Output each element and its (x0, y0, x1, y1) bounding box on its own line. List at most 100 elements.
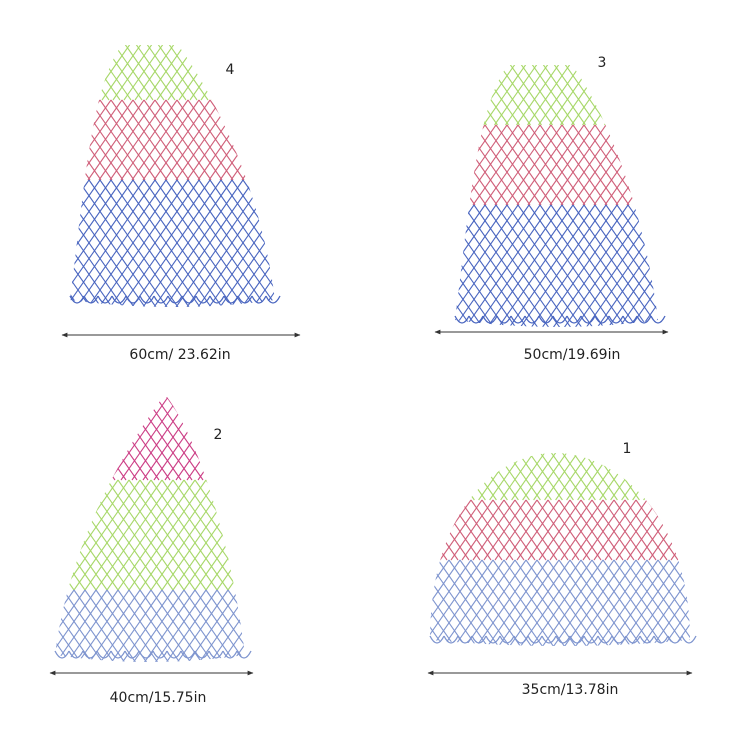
mesh-line (558, 453, 596, 501)
loop (153, 295, 169, 304)
net-size: 50cm/19.69in (524, 347, 621, 363)
loop (513, 635, 529, 644)
mesh-line (505, 65, 552, 126)
mesh-line (76, 589, 130, 662)
loop (97, 295, 113, 304)
mesh-line (175, 589, 229, 662)
mesh-line (70, 179, 156, 307)
mesh-line (206, 179, 275, 307)
mesh-line (558, 499, 602, 561)
mesh-line (455, 204, 485, 327)
mesh-line (525, 559, 590, 646)
mesh-line (500, 453, 538, 501)
mesh-line (95, 479, 174, 591)
mesh-line (173, 179, 266, 307)
loop (538, 315, 554, 324)
mesh-line (230, 589, 245, 662)
mesh-line (451, 559, 516, 646)
mesh-line (430, 559, 450, 646)
mesh-line (571, 499, 615, 561)
mesh-line (123, 45, 167, 101)
loop (209, 295, 225, 304)
mesh-line (539, 124, 597, 206)
mesh-line (560, 124, 618, 206)
mesh-line (536, 453, 574, 501)
mesh-line (494, 124, 552, 206)
loop (82, 650, 98, 659)
mesh-line (87, 99, 145, 181)
loop (625, 635, 641, 644)
mesh-line (455, 204, 497, 327)
loop (667, 635, 683, 644)
mesh-line (250, 179, 275, 307)
mesh-line (461, 124, 519, 206)
mesh-line (88, 99, 146, 181)
mesh-line (165, 99, 223, 181)
mesh-line (70, 179, 126, 307)
mesh-line (538, 499, 582, 561)
mesh-line (99, 179, 192, 307)
mesh-line (605, 559, 670, 646)
mesh-line (131, 99, 189, 181)
loop (566, 315, 582, 324)
mesh-line (591, 559, 656, 646)
loop (139, 295, 155, 304)
mesh-line (617, 204, 658, 327)
mesh-line (217, 179, 275, 307)
loop (653, 635, 669, 644)
mesh-line (227, 589, 245, 662)
mesh-line (616, 559, 681, 646)
mesh-line (70, 179, 115, 307)
mesh-line (505, 124, 563, 206)
mesh-line (132, 99, 190, 181)
mesh-line (569, 499, 613, 561)
mesh-line (176, 179, 269, 307)
mesh-line (516, 65, 563, 126)
mesh-line (646, 559, 690, 646)
mesh-line (462, 559, 527, 646)
mesh-line (561, 65, 608, 126)
mesh-line (143, 179, 236, 307)
mesh-line (472, 499, 516, 561)
mesh-line (580, 559, 645, 646)
mesh-line (483, 499, 527, 561)
loop (468, 315, 484, 324)
mesh-line (473, 559, 538, 646)
mesh-line (430, 559, 480, 646)
mesh-line (455, 204, 496, 327)
mesh-line (533, 453, 571, 501)
mesh-line (516, 499, 560, 561)
loop (54, 650, 70, 659)
mesh-line (569, 453, 607, 501)
mesh-line (55, 589, 75, 662)
mesh-line (527, 65, 574, 126)
mesh-line (154, 45, 198, 101)
mesh-line (88, 179, 181, 307)
net-loops (454, 315, 666, 324)
loop (96, 650, 112, 659)
mesh-line (101, 45, 145, 101)
loop (527, 635, 543, 644)
loop (124, 650, 140, 659)
mesh-line (430, 559, 491, 646)
mesh-line (142, 589, 196, 662)
mesh-line (580, 499, 624, 561)
mesh-line (550, 124, 608, 206)
mesh-line (624, 499, 668, 561)
mesh-line (528, 65, 575, 126)
mesh-line (120, 589, 174, 662)
mesh-line (627, 559, 690, 646)
loop (639, 635, 655, 644)
mesh-line (70, 179, 93, 307)
mesh-line (73, 479, 152, 591)
mesh-line (668, 559, 690, 646)
loop (552, 315, 568, 324)
mesh-line (517, 559, 582, 646)
mesh-line (164, 99, 222, 181)
mesh-line (107, 179, 200, 307)
mesh-line (624, 559, 689, 646)
loop (499, 635, 515, 644)
loop (195, 295, 211, 304)
